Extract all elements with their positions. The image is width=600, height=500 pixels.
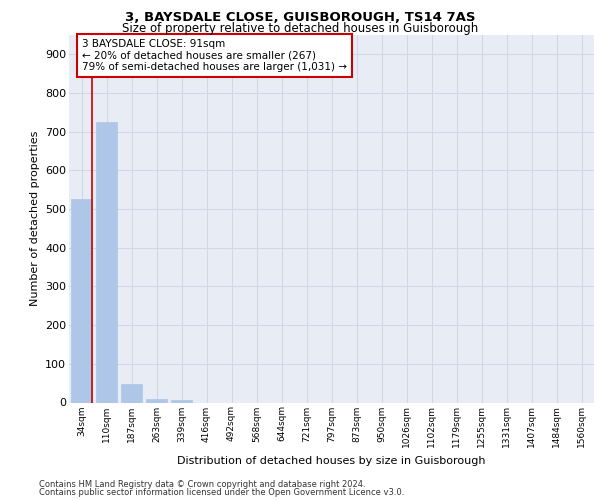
- Text: 3 BAYSDALE CLOSE: 91sqm
← 20% of detached houses are smaller (267)
79% of semi-d: 3 BAYSDALE CLOSE: 91sqm ← 20% of detache…: [82, 39, 347, 72]
- Bar: [96, 122, 117, 402]
- X-axis label: Distribution of detached houses by size in Guisborough: Distribution of detached houses by size …: [177, 456, 486, 466]
- Y-axis label: Number of detached properties: Number of detached properties: [29, 131, 40, 306]
- Text: Size of property relative to detached houses in Guisborough: Size of property relative to detached ho…: [122, 22, 478, 35]
- Bar: [71, 198, 92, 402]
- Text: 3, BAYSDALE CLOSE, GUISBOROUGH, TS14 7AS: 3, BAYSDALE CLOSE, GUISBOROUGH, TS14 7AS: [125, 11, 475, 24]
- Text: Contains public sector information licensed under the Open Government Licence v3: Contains public sector information licen…: [39, 488, 404, 497]
- Bar: [121, 384, 142, 402]
- Text: Contains HM Land Registry data © Crown copyright and database right 2024.: Contains HM Land Registry data © Crown c…: [39, 480, 365, 489]
- Bar: [146, 400, 167, 402]
- Bar: [171, 400, 192, 402]
